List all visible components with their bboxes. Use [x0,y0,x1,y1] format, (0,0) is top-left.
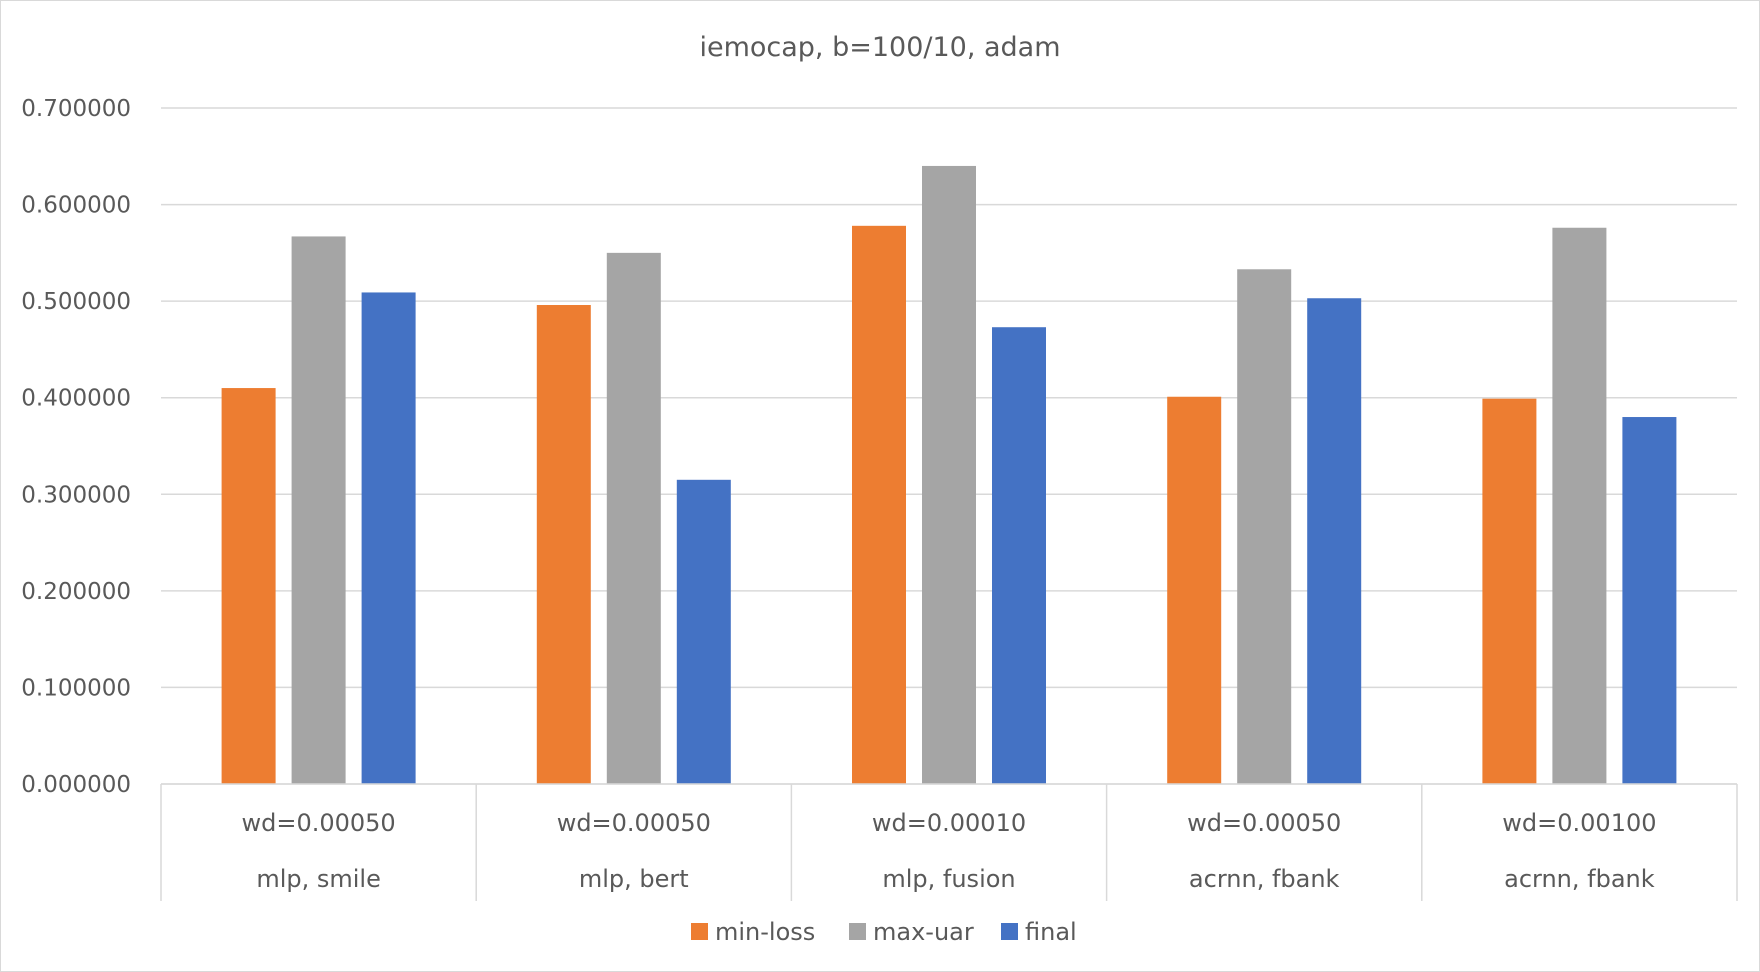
bar-final-1 [361,292,416,784]
y-tick-label: 0.500000 [21,289,131,315]
x-tick-label-outer: mlp, fusion [882,865,1015,893]
y-tick-label: 0.400000 [21,386,131,412]
y-tick-label: 0.700000 [21,96,131,122]
bar-final-2 [676,479,731,784]
bars [221,165,1677,785]
legend-label: max-uar [873,918,974,946]
y-axis-ticks: 0.000000 0.100000 0.200000 0.300000 0.400000… [21,96,131,798]
bar-max-uar-1 [291,236,346,784]
bar-max-uar-4 [1237,269,1292,784]
bar-final-5 [1622,417,1677,784]
x-tick-label-inner: wd=0.00050 [557,809,711,837]
legend-item-max-uar: max-uar [849,918,974,946]
y-tick-label: 0.000000 [21,772,131,798]
legend-swatch [849,923,866,940]
y-tick-label: 0.600000 [21,193,131,219]
x-tick-label-outer: acrnn, fbank [1189,865,1340,893]
x-tick-label-inner: wd=0.00050 [1187,809,1341,837]
legend-label: final [1025,918,1077,946]
y-tick-label: 0.200000 [21,579,131,605]
x-tick-label-outer: mlp, smile [256,865,381,893]
bar-min-loss-5 [1482,398,1537,784]
legend-swatch [1001,923,1018,940]
bar-min-loss-1 [221,388,276,784]
y-tick-label: 0.300000 [21,482,131,508]
x-tick-label-outer: mlp, bert [579,865,689,893]
y-tick-label: 0.100000 [21,675,131,701]
x-tick-label-inner: wd=0.00050 [241,809,395,837]
legend-label: min-loss [715,918,815,946]
bar-max-uar-3 [922,165,976,784]
legend-item-min-loss: min-loss [691,918,815,946]
bar-max-uar-2 [606,252,661,784]
bar-min-loss-4 [1167,396,1222,784]
x-tick-label-outer: acrnn, fbank [1504,865,1655,893]
bar-min-loss-3 [852,225,906,784]
x-tick-label-inner: wd=0.00010 [872,809,1026,837]
bar-max-uar-5 [1552,227,1607,785]
legend-item-final: final [1001,918,1077,946]
x-tick-label-inner: wd=0.00100 [1502,809,1656,837]
bar-final-3 [992,327,1046,784]
bar-final-4 [1307,298,1362,784]
legend: min-loss max-uar final [691,918,1077,946]
bar-min-loss-2 [536,305,591,784]
legend-swatch [691,923,708,940]
chart-title: iemocap, b=100/10, adam [699,32,1060,63]
x-axis: wd=0.00050 mlp, smile wd=0.00050 mlp, bert w… [160,783,1738,901]
